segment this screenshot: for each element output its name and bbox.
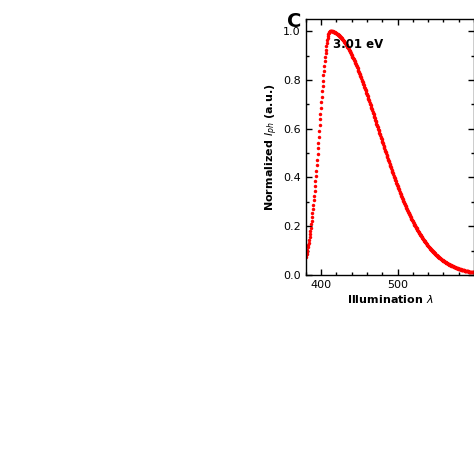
Y-axis label: Normalized $I_{ph}$ (a.u.): Normalized $I_{ph}$ (a.u.): [264, 83, 280, 210]
Text: 3.01 eV: 3.01 eV: [333, 38, 383, 52]
X-axis label: Illumination $\lambda$: Illumination $\lambda$: [346, 292, 433, 305]
Text: C: C: [287, 12, 301, 31]
